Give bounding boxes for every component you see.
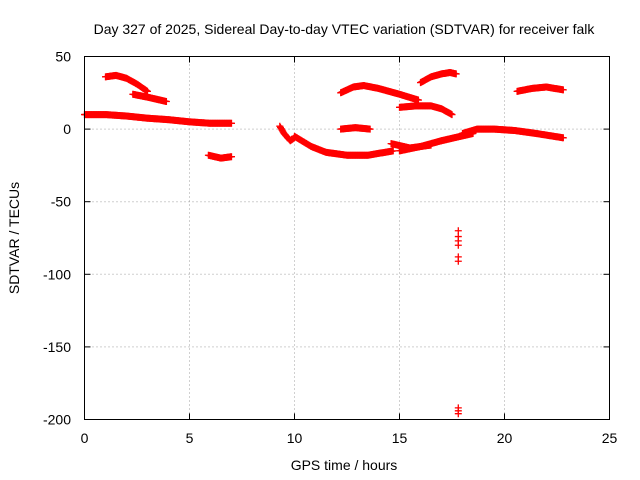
data-point [452,70,460,78]
x-tick-labels: 0 5 10 15 20 25 [81,430,618,446]
y-tick-label: 50 [55,49,71,65]
data-point [389,147,397,155]
y-tick-labels: -200 -150 -100 -50 0 50 [43,49,71,428]
data-point [366,125,374,133]
x-tick-label: 25 [602,430,618,446]
chart-title: Day 327 of 2025, Sidereal Day-to-day VTE… [94,21,596,37]
x-tick-label: 0 [81,430,89,446]
outlier-point [454,241,462,249]
x-tick-label: 20 [497,430,513,446]
outlier-point [454,257,462,265]
data-point [448,111,456,119]
x-tick-label: 5 [186,430,194,446]
y-tick-label: 0 [63,121,71,137]
plot-frame [84,56,610,420]
y-tick-label: -150 [43,339,71,355]
grid-lines [84,56,610,420]
y-tick-label: -200 [43,412,71,428]
y-tick-label: -100 [43,266,71,282]
data-point [228,153,235,161]
y-tick-label: -50 [51,194,71,210]
data-point [228,119,235,127]
x-tick-label: 15 [392,430,408,446]
data-point [559,134,567,142]
data-points [81,68,567,418]
outlier-point [454,410,462,418]
data-point [559,86,567,94]
data-point [162,98,170,106]
x-axis-label: GPS time / hours [291,457,398,473]
x-tick-label: 10 [287,430,303,446]
y-axis-label: SDTVAR / TECUs [6,182,22,294]
axis-ticks [84,56,610,420]
